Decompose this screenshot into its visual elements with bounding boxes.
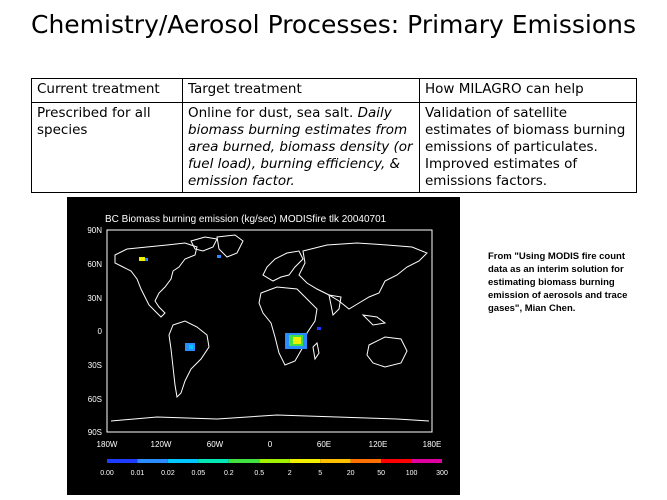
hotspot-south-america-core [189,345,193,349]
colorbar: 0.00 0.01 0.02 0.05 0.2 0.5 2 5 20 50 100 300 [100,459,448,477]
map-frame [106,229,433,433]
colorbar-label: 0.01 [131,470,145,477]
treatment-table: Current treatment Target treatment How M… [31,78,637,193]
lon-label: 120E [369,440,388,449]
coastlines [110,234,430,422]
table-header-row: Current treatment Target treatment How M… [31,78,637,103]
lat-label: 60S [88,395,102,404]
cell-milagro-help: Validation of satellite estimates of bio… [419,102,637,193]
hotspot-africa-core [293,337,301,344]
lat-axis-labels: 90N 60N 30N 0 30S 60S 90S [87,226,102,437]
lat-label: 60N [87,260,102,269]
colorbar-label: 0.2 [224,470,234,477]
lon-label: 0 [268,440,273,449]
lat-label: 90N [87,226,102,235]
colorbar-label: 2 [288,470,292,477]
colorbar-label: 0.00 [100,470,114,477]
colorbar-label: 0.05 [192,470,206,477]
colorbar-segment [289,459,321,463]
colorbar-segment [411,459,442,463]
lat-label: 30N [87,294,102,303]
colorbar-segment [167,459,199,463]
lon-label: 120W [151,440,172,449]
table-row: Prescribed for all species Online for du… [31,102,637,193]
colorbar-segment [137,459,168,463]
colorbar-segment [228,459,260,463]
header-milagro-help: How MILAGRO can help [419,78,637,103]
colorbar-segment [107,459,138,463]
lat-label: 0 [98,327,103,336]
hotspot-alaska-low [145,258,148,261]
hotspot-alaska [139,257,145,261]
lon-label: 180E [423,440,442,449]
colorbar-segment [320,459,351,463]
colorbar-segment [198,459,229,463]
cell-target-treatment: Online for dust, sea salt. Daily biomass… [182,102,420,193]
lon-axis-labels: 180W 120W 60W 0 60E 120E 180E [97,440,442,449]
map-title: BC Biomass burning emission (kg/sec) MOD… [105,214,387,225]
lat-label: 90S [88,428,102,437]
slide-title: Chemistry/Aerosol Processes: Primary Emi… [30,10,636,39]
lon-label: 180W [97,440,118,449]
emission-map-figure: BC Biomass burning emission (kg/sec) MOD… [67,197,460,495]
colorbar-segment [381,459,412,463]
emission-hotspots [139,255,321,351]
colorbar-segment [350,459,382,463]
hotspot-east-africa [317,327,321,330]
colorbar-segment [259,459,290,463]
colorbar-label: 20 [347,470,355,477]
cell-current-treatment: Prescribed for all species [31,102,183,193]
target-plain-text: Online for dust, sea salt. [188,105,358,121]
lon-label: 60E [317,440,331,449]
lat-label: 30S [88,361,102,370]
colorbar-label: 300 [436,470,448,477]
hotspot-canada [217,255,221,258]
header-target-treatment: Target treatment [182,78,420,103]
lon-label: 60W [207,440,224,449]
colorbar-label: 5 [318,470,322,477]
colorbar-label: 50 [377,470,385,477]
figure-caption: From "Using MODIS fire count data as an … [488,251,628,314]
header-current-treatment: Current treatment [31,78,183,103]
colorbar-label: 100 [406,470,418,477]
colorbar-label: 0.5 [254,470,264,477]
target-italic-text: Daily biomass burning estimates from are… [188,105,413,189]
colorbar-label: 0.02 [161,470,175,477]
